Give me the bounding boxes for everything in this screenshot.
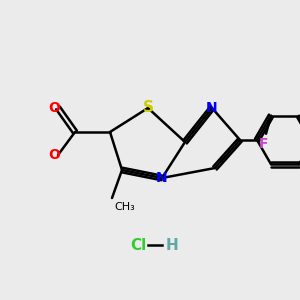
Text: H: H <box>166 238 179 253</box>
Text: CH₃: CH₃ <box>114 202 135 212</box>
Text: F: F <box>258 137 268 151</box>
Text: O: O <box>48 101 60 115</box>
Text: Cl: Cl <box>130 238 146 253</box>
Text: S: S <box>142 100 154 116</box>
Text: O: O <box>48 148 60 162</box>
Text: N: N <box>156 171 168 185</box>
Text: N: N <box>206 101 218 115</box>
